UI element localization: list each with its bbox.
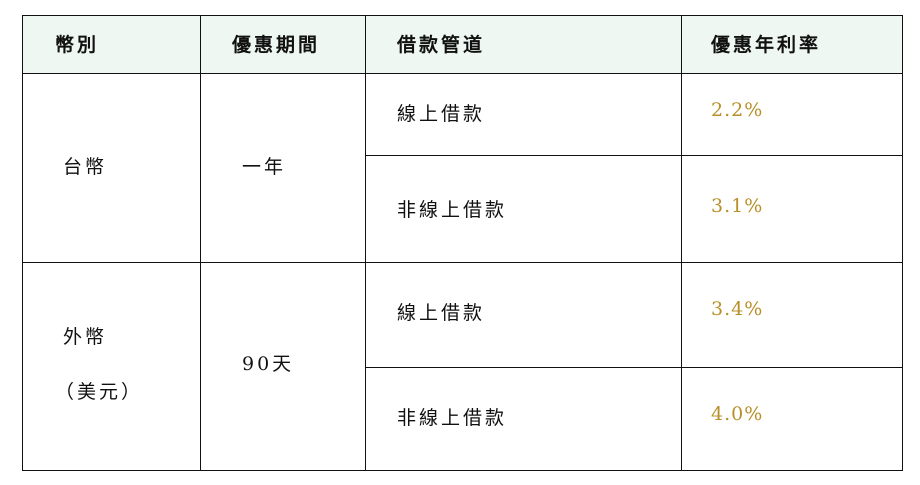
header-cell-currency (22, 15, 201, 74)
header-channel: 借款管道 (397, 34, 486, 56)
header-currency: 幣別 (55, 34, 100, 56)
currency-cell (22, 262, 201, 471)
rate-value: 3.4% (711, 298, 764, 320)
period-label: 90天 (242, 353, 295, 375)
rate-value: 4.0% (711, 403, 764, 425)
channel-label: 非線上借款 (397, 407, 508, 429)
rate-value: 2.2% (711, 99, 764, 121)
currency-label: 台幣 (63, 156, 108, 178)
channel-label: 線上借款 (397, 302, 486, 324)
rate-value: 3.1% (711, 195, 764, 217)
currency-cell (22, 73, 201, 263)
period-label: 一年 (242, 156, 287, 178)
currency-label: 外幣 (63, 326, 108, 348)
channel-label: 非線上借款 (397, 199, 508, 221)
header-cell-rate (681, 15, 903, 74)
rate-cell (681, 367, 903, 471)
header-rate: 優惠年利率 (711, 34, 822, 56)
channel-label: 線上借款 (397, 103, 486, 125)
currency-note: （美元） (55, 381, 144, 403)
header-period: 優惠期間 (232, 34, 321, 56)
header-cell-period (200, 15, 366, 74)
